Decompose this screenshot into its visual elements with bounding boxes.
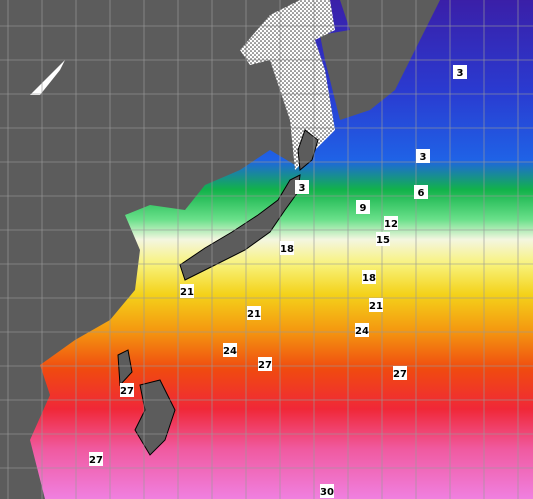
contour-labels: 3 3 3 6 9 12 15 18 18 21 21 21 24 24 27 27 27 27 30 — [89, 65, 467, 498]
label-box — [223, 343, 237, 357]
contour-label: 12 — [384, 219, 398, 230]
contour-label: 24 — [355, 326, 369, 337]
label-box — [416, 149, 430, 163]
contour-label: 15 — [376, 235, 390, 246]
label-box — [362, 270, 376, 284]
label-box — [280, 241, 294, 255]
contour-label: 21 — [180, 287, 194, 298]
label-box — [384, 216, 398, 230]
label-box — [180, 284, 194, 298]
contour-label: 3 — [457, 68, 464, 79]
label-box — [89, 452, 103, 466]
contour-label: 27 — [393, 369, 407, 380]
label-box — [247, 306, 261, 320]
contour-label: 30 — [320, 487, 334, 498]
taiwan — [117, 349, 133, 387]
label-box — [320, 484, 334, 498]
label-box — [453, 65, 467, 79]
contour-label: 9 — [360, 203, 367, 214]
contour-label: 18 — [362, 273, 376, 284]
contour-label: 27 — [258, 360, 272, 371]
contour-label: 24 — [223, 346, 237, 357]
contour-label: 27 — [120, 386, 134, 397]
contour-label: 6 — [418, 188, 425, 199]
label-box — [369, 298, 383, 312]
label-box — [355, 323, 369, 337]
label-box — [356, 200, 370, 214]
contour-label: 21 — [247, 309, 261, 320]
contour-label: 27 — [89, 455, 103, 466]
label-box — [376, 232, 390, 246]
label-box — [393, 366, 407, 380]
contour-label: 3 — [299, 183, 306, 194]
label-box — [295, 180, 309, 194]
japan — [179, 174, 301, 281]
label-box — [414, 185, 428, 199]
philippines — [134, 379, 176, 456]
contour-label: 18 — [280, 244, 294, 255]
no-data-area — [240, 0, 335, 170]
lake — [30, 60, 65, 95]
contour-label: 3 — [420, 152, 427, 163]
label-box — [258, 357, 272, 371]
contour-label: 21 — [369, 301, 383, 312]
label-box — [120, 383, 134, 397]
